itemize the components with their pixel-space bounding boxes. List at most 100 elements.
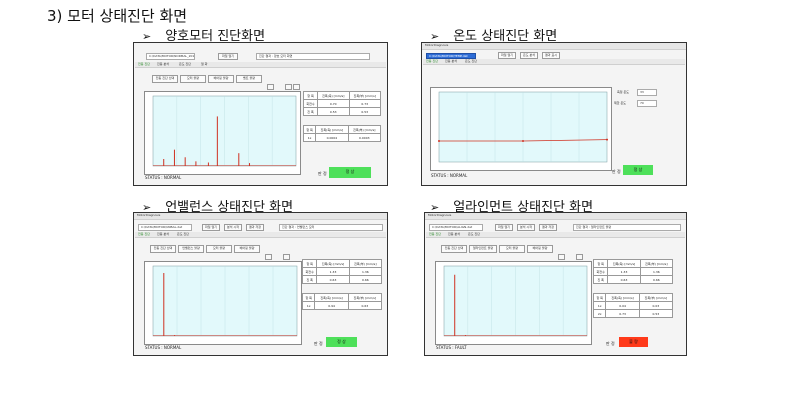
caption-align: ➢ 얼라인먼트 상태진단 화면: [430, 200, 594, 215]
limit-temp-field[interactable]: 70: [637, 100, 657, 107]
screenshot-unbalance: MotorDiagnosis C:\DATA\MOTOR\UNBAL.dat 파…: [133, 212, 388, 356]
diag-button-3[interactable]: 모터 불량: [206, 245, 232, 253]
tab-4[interactable]: 열 화: [201, 62, 208, 66]
zoom-in-button[interactable]: [267, 84, 274, 90]
harmonic-table: 항 목 진폭(측) [mm/s] 진폭(부) [mm/s] 1x 0.94 0.63: [301, 293, 383, 310]
temperature-point: [522, 140, 524, 142]
spectrum-chart: [443, 265, 588, 337]
screenshot-align: MotorDiagnosis C:\DATA\MOTOR\ALIGN.dat 파…: [424, 212, 687, 356]
tab-row: 전동 진단 진동 분석 온도 진단: [426, 232, 685, 238]
spectrum-plot[interactable]: [144, 261, 302, 345]
diag-button-3[interactable]: 모터 불량: [499, 245, 525, 253]
file-path-field[interactable]: C:\DATA\MOTOR\NORMAL_2019.dat: [146, 53, 195, 60]
result-field: 진단 결과 : 언밸런스 모터: [279, 224, 383, 231]
zoom-out-button[interactable]: [285, 84, 292, 90]
arrowhead-right-icon: ➢: [430, 30, 440, 43]
tab-1[interactable]: 전동 진단: [429, 232, 441, 236]
tab-3[interactable]: 온도 진단: [177, 232, 189, 236]
tab-3[interactable]: 온도 진단: [468, 232, 480, 236]
harmonic-table: 항 목 진폭(측) [mm/s] 진폭(부) [mm/s] 1x 0.04 0.03 2…: [592, 293, 674, 318]
open-file-button[interactable]: 파일 열기: [202, 224, 220, 231]
file-path-field[interactable]: C:\DATA\MOTOR\ALIGN.dat: [429, 224, 483, 231]
limit-temp-label: 제한 온도: [614, 101, 626, 105]
title-bar: MotorDiagnosis: [425, 213, 686, 220]
harmonic-table: 항 목 진폭(측) [mm/s] 진폭(부) [mm/s] 1x 0.0004 0.00…: [302, 125, 382, 142]
amplitude-table: 항 목 진폭(측) [mm/s] 진폭(부) [mm/s] 회전수 1.33 1.36 …: [301, 259, 383, 284]
open-file-button[interactable]: 파일 열기: [498, 52, 516, 59]
reset-view-button[interactable]: [293, 84, 300, 90]
diag-button-1[interactable]: 전동 진단 선택: [150, 245, 176, 253]
tab-3[interactable]: 온도 진단: [179, 62, 191, 66]
amplitude-table: 항 목 진폭(측) [mm/s] 진폭(부) [mm/s] 회전수 1.33 1.36 …: [592, 259, 674, 284]
tab-2[interactable]: 진동 분석: [445, 59, 457, 63]
tab-2[interactable]: 진동 분석: [157, 232, 169, 236]
zoom-out-button[interactable]: [576, 254, 583, 260]
screenshot-temp: MotorDiagnosis C:\DATA\MOTOR\TEMP.dat 파일…: [421, 42, 687, 186]
spectrum-plot[interactable]: [144, 91, 301, 175]
spectrum-chart: [152, 95, 297, 167]
analyze-button[interactable]: 분석 시작: [224, 224, 242, 231]
verdict-badge: 정 상: [623, 165, 653, 175]
measured-temp-field: 33: [637, 89, 657, 96]
open-file-button[interactable]: 파일 열기: [495, 224, 513, 231]
spectrum-plot[interactable]: [435, 261, 592, 345]
diag-button-2[interactable]: 언밸런스 불량: [178, 245, 204, 253]
diag-button-3[interactable]: 베어링 불량: [208, 75, 234, 83]
caption-unbalance: ➢ 언밸런스 상태진단 화면: [142, 200, 294, 215]
zoom-in-button[interactable]: [265, 254, 272, 260]
diag-button-2[interactable]: 모터 불량: [180, 75, 206, 83]
status-text: STATUS : NORMAL: [145, 345, 182, 350]
diag-button-4[interactable]: 벨트 불량: [236, 75, 262, 83]
status-text: STATUS : FAULT: [436, 345, 467, 350]
arrowhead-right-icon: ➢: [430, 201, 440, 214]
zoom-in-button[interactable]: [558, 254, 565, 260]
analyze-button[interactable]: 온도 분석: [520, 52, 538, 59]
save-button[interactable]: 결과 저장: [246, 224, 264, 231]
diag-button-4[interactable]: 베어링 불량: [527, 245, 553, 253]
spectrum-chart: [152, 265, 298, 337]
result-field: 진단 결과 : 양호 모터 화면: [256, 53, 370, 60]
title-bar: MotorDiagnosis: [422, 43, 686, 50]
tab-1[interactable]: 전동 진단: [426, 59, 438, 63]
zoom-out-button[interactable]: [283, 254, 290, 260]
tab-row: 전동 진단 진동 분석 온도 진단 열 화: [135, 62, 386, 68]
verdict-badge: 정 상: [326, 337, 357, 347]
status-text: STATUS : NORMAL: [145, 175, 182, 180]
result-field: 진단 결과 : 얼라인먼트 불량: [573, 224, 681, 231]
diag-button-4[interactable]: 베어링 불량: [234, 245, 260, 253]
temperature-point: [606, 138, 608, 141]
caption-temp: ➢ 온도 상태진단 화면: [430, 29, 558, 44]
verdict-label: 판 정: [314, 341, 323, 346]
verdict-badge: 불 량: [619, 337, 648, 347]
diag-button-2[interactable]: 얼라인먼트 불량: [469, 245, 497, 253]
caption-normal: ➢ 양호모터 진단화면: [142, 29, 266, 44]
verdict-label: 판 정: [606, 341, 615, 346]
status-text: STATUS : NORMAL: [431, 173, 468, 178]
arrowhead-right-icon: ➢: [142, 201, 152, 214]
diag-button-1[interactable]: 전동 진단 선택: [441, 245, 467, 253]
file-path-field[interactable]: C:\DATA\MOTOR\UNBAL.dat: [138, 224, 192, 231]
verdict-badge: 정 상: [329, 167, 371, 178]
tab-3[interactable]: 온도 진단: [465, 59, 477, 63]
tab-2[interactable]: 진동 분석: [448, 232, 460, 236]
tab-1[interactable]: 전동 진단: [138, 232, 150, 236]
save-button[interactable]: 결과 저장: [539, 224, 557, 231]
page-title: 3) 모터 상태진단 화면: [47, 7, 188, 25]
result-button[interactable]: 결과 표시: [542, 52, 560, 59]
verdict-label: 판 정: [612, 169, 621, 174]
analyze-button[interactable]: 분석 시작: [517, 224, 535, 231]
file-path-field[interactable]: C:\DATA\MOTOR\TEMP.dat: [426, 53, 476, 59]
temperature-chart: [438, 91, 608, 163]
tab-2[interactable]: 진동 분석: [157, 62, 169, 66]
tab-row: 전동 진단 진동 분석 온도 진단: [423, 59, 685, 65]
verdict-label: 판 정: [318, 171, 327, 176]
temperature-plot[interactable]: [430, 87, 612, 171]
measured-temp-label: 측정 온도: [617, 90, 629, 94]
diag-button-1[interactable]: 전동 진단 선택: [152, 75, 178, 83]
temperature-point: [438, 140, 440, 142]
screenshot-normal: C:\DATA\MOTOR\NORMAL_2019.dat 파일 열기 진단 결…: [133, 42, 388, 186]
open-file-button[interactable]: 파일 열기: [218, 53, 238, 60]
arrowhead-right-icon: ➢: [142, 30, 152, 43]
tab-1[interactable]: 전동 진단: [138, 62, 150, 66]
amplitude-table: 항 목 진폭(측) [mm/s] 진폭(부) [mm/s] 회전수 0.70 0.73 …: [302, 91, 381, 116]
